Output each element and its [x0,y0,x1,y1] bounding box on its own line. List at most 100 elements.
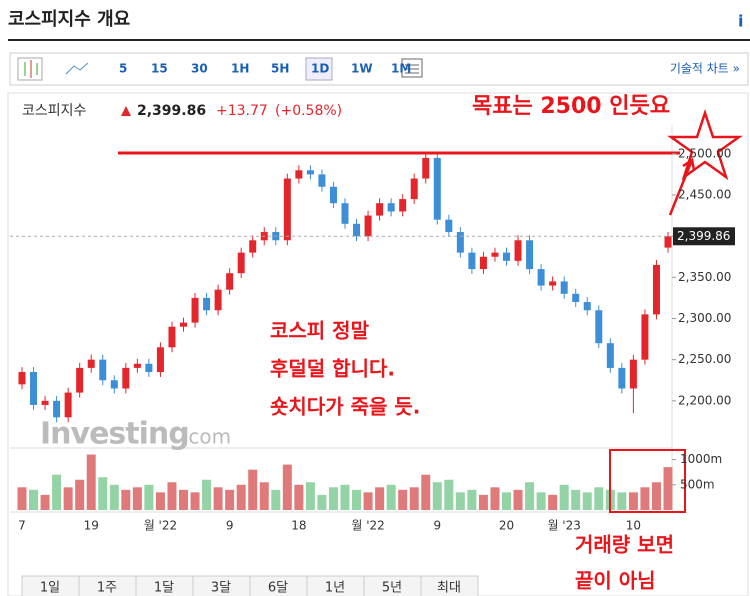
volume-bar [52,474,62,510]
candle-body [18,372,26,385]
table-icon[interactable] [401,58,423,78]
arrow [668,157,696,216]
info-icon[interactable]: i [738,12,743,31]
volume-bar [640,487,650,510]
volume-bar [259,482,269,510]
candle-body [191,297,199,323]
candle-icon[interactable] [17,57,43,81]
candle-body [664,236,672,248]
candle-body [537,269,545,286]
candle-body [641,314,649,360]
candle-body [180,322,187,327]
y-tick-label: 2,500.00 [678,146,731,160]
interval[interactable]: 15 [151,62,168,76]
candle-body [422,157,430,179]
volume-bar [75,479,85,510]
volume-bar [525,482,535,510]
volume-bar [352,489,362,510]
volume-bar [548,494,558,510]
range-button[interactable] [420,575,479,596]
range-label[interactable]: 5년 [382,581,402,596]
candle-body [76,367,84,393]
range-label[interactable]: 1년 [325,581,345,596]
interval[interactable]: 1M [391,62,411,76]
candle-body [433,157,441,220]
volume-bar [179,489,188,510]
interval[interactable]: 1W [351,62,373,76]
toolbar [9,52,749,86]
candle-body [445,219,453,233]
range-label[interactable]: 1주 [97,581,117,596]
range-label[interactable]: 최대 [437,581,461,596]
quote-change-pct: (+0.58%) [275,103,342,119]
line-icon[interactable] [65,62,89,75]
x-tick-label: 20 [499,519,514,533]
x-tick-label: 월 '23 [547,519,580,533]
comment: 코스피 정말 [270,319,370,343]
candle-body [237,252,245,274]
watermark-suffix: .com [182,425,231,449]
technical-link[interactable]: 기술적 차트 » [670,62,740,76]
volume-bar [444,479,454,510]
volume-bar [225,489,235,510]
range-label[interactable]: 1일 [40,581,60,596]
volume-bar [651,482,661,510]
volume-bar [144,484,154,510]
interval[interactable]: 5H [271,62,289,76]
target-note: 목표는 2500 인듯요 [472,94,670,119]
plot [17,152,673,510]
watermark: Investing [40,417,189,452]
y-tick-label: 2,300.00 [678,311,731,325]
volume-bar [340,484,350,510]
volume-bar [628,492,638,510]
candle-body [283,178,291,241]
comment: 후덜덜 합니다. [270,357,395,381]
volume-bar [17,487,27,510]
volume-bar [294,484,304,510]
candle-body [87,359,95,368]
volume-bar [63,487,73,510]
candle-body [468,252,476,270]
range-label[interactable]: 3달 [211,581,231,596]
candle-body [318,174,326,187]
interval[interactable]: 1H [231,62,249,76]
candle-body [595,310,603,344]
candle-body [572,293,580,303]
volume-bar [559,484,569,510]
interval[interactable]: 1D [311,62,329,76]
volume-bar [328,487,338,510]
candle-body [226,273,234,290]
chart-frame [7,92,749,596]
candle-body [364,215,372,237]
candle-body [168,326,176,348]
range-label[interactable]: 1달 [154,581,174,596]
x-tick-label: 월 '22 [351,519,384,533]
candle-body [399,199,407,212]
candle-body [503,252,510,261]
candle-body [122,367,130,389]
volume-bar [86,454,96,510]
candle-body [410,178,418,200]
last-price-label: 2,399.86 [677,229,730,243]
volume-bar [213,487,223,510]
candle-body [53,400,61,418]
candle-body [376,203,384,216]
volume-bar [502,492,511,510]
volume-bar [478,494,488,510]
candle-body [583,302,591,311]
volume-bar [571,489,581,510]
candle-body [214,289,222,311]
quote-price: 2,399.86 [137,103,206,119]
volume-bar [155,492,165,510]
interval[interactable]: 5 [119,62,127,76]
x-tick-label: 월 '22 [144,519,177,533]
candle-body [30,372,38,405]
volume-bar [29,489,39,510]
candle-body [64,392,72,418]
interval[interactable]: 30 [191,62,208,76]
volume-bar [467,489,477,510]
candle-body [652,264,660,315]
candle-body [387,203,395,212]
range-label[interactable]: 6달 [268,581,288,596]
x-tick-label: 9 [433,519,441,533]
